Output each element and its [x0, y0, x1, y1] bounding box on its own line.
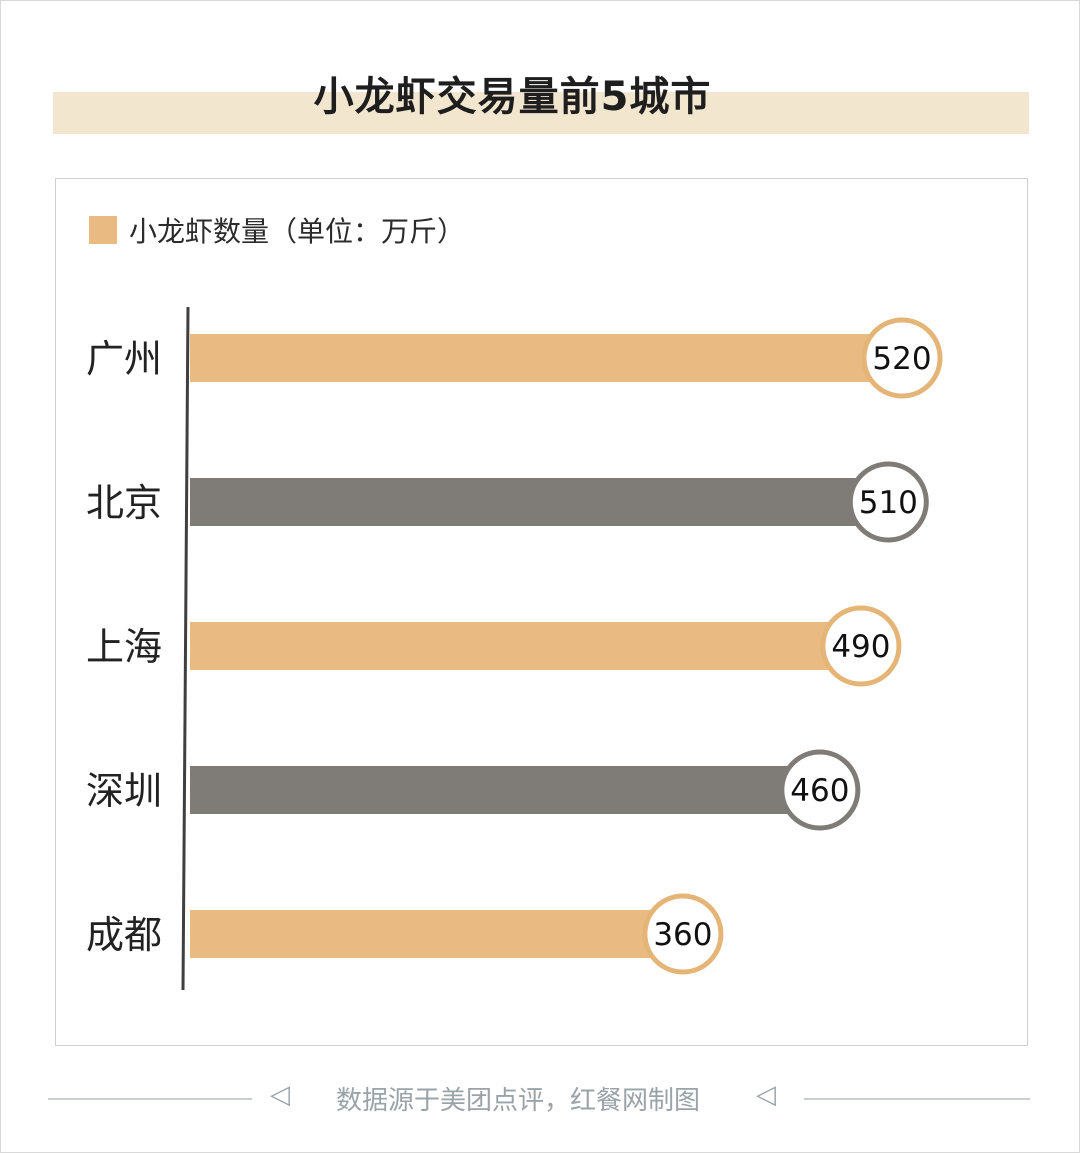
data-label: 360 [653, 917, 712, 953]
legend-swatch [89, 216, 117, 244]
data-label: 520 [872, 341, 931, 377]
play-outline-icon: ◁ [270, 1080, 290, 1110]
bar [190, 910, 683, 958]
value-badge [642, 893, 724, 975]
value-badge [779, 749, 861, 831]
plot-area [55, 178, 1028, 1046]
value-badge [820, 605, 902, 687]
data-label: 460 [790, 773, 849, 809]
play-outline-reverse-icon: ◁ [756, 1080, 776, 1110]
title-band [53, 92, 1029, 134]
data-label: 490 [831, 629, 890, 665]
value-badge [861, 317, 943, 399]
data-label: 510 [859, 485, 918, 521]
bar [190, 478, 889, 526]
chart-title: 小龙虾交易量前5城市 [313, 74, 712, 120]
legend-label: 小龙虾数量（单位：万斤） [129, 215, 466, 248]
footer-line-left [48, 1098, 252, 1100]
bar [190, 766, 820, 814]
bar [190, 622, 861, 670]
bar [190, 334, 902, 382]
footer-line-right [804, 1098, 1030, 1100]
category-label: 上海 [86, 625, 162, 669]
category-label: 广州 [86, 337, 162, 381]
category-label: 深圳 [86, 769, 162, 813]
legend: 小龙虾数量（单位：万斤） [89, 212, 465, 248]
source-note: 数据源于美团点评，红餐网制图 [336, 1086, 701, 1116]
y-axis-line [181, 306, 190, 991]
value-badge [847, 461, 929, 543]
footer: ◁ 数据源于美团点评，红餐网制图 ◁ [0, 1078, 1080, 1118]
category-label: 北京 [86, 481, 162, 525]
category-label: 成都 [86, 913, 162, 957]
